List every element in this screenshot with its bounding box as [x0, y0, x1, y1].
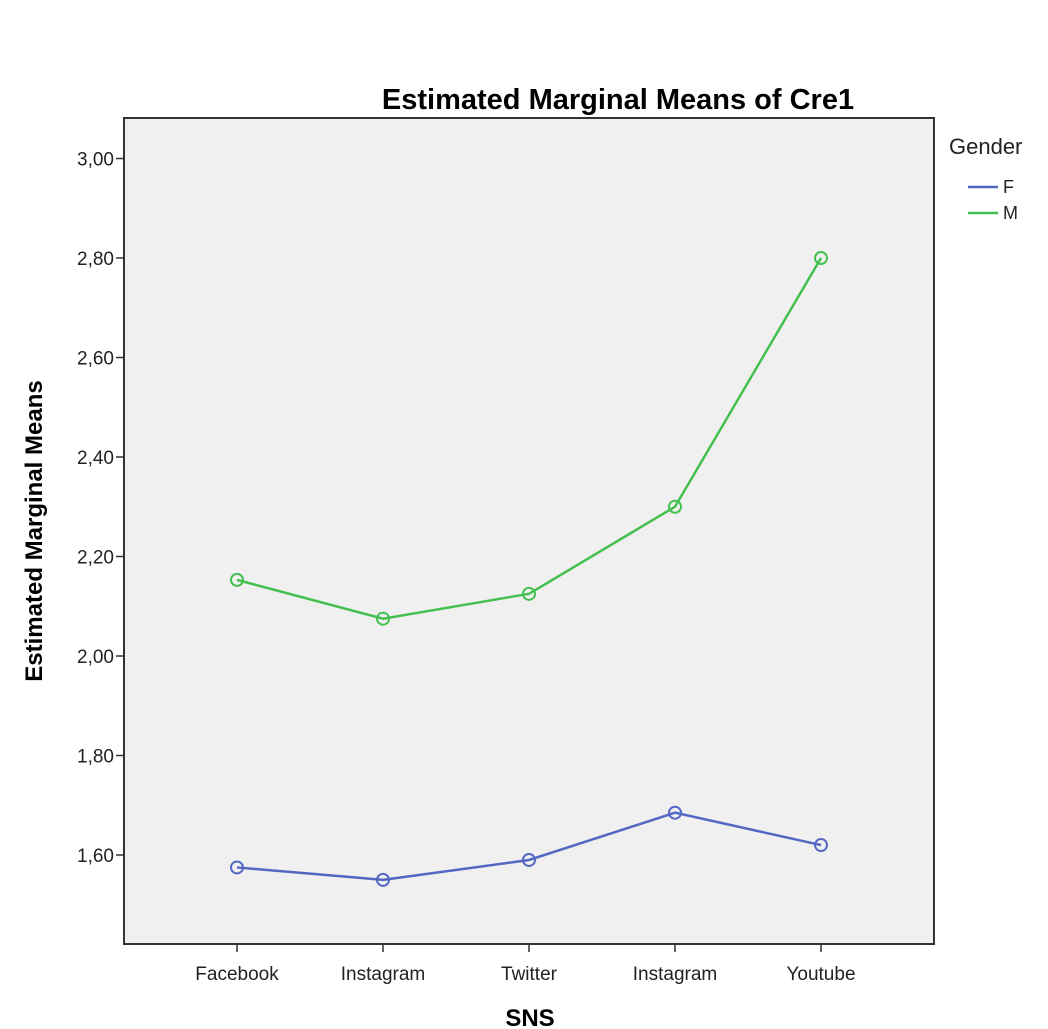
x-tick-label: Instagram: [633, 964, 717, 985]
data-point-m: [814, 251, 828, 265]
data-point-f: [814, 838, 828, 853]
x-tick-label: Instagram: [341, 964, 425, 985]
data-point-f: [230, 860, 244, 875]
x-tick-label: Twitter: [501, 964, 558, 985]
legend-title: Gender: [949, 134, 1022, 159]
legend-label-m: M: [1003, 203, 1018, 223]
data-point-f: [376, 872, 390, 887]
data-point-f: [668, 805, 682, 820]
y-tick-label: 1,80: [77, 747, 114, 768]
data-point-f: [522, 852, 536, 867]
x-tick-label: Facebook: [195, 964, 279, 985]
x-tick-label: Youtube: [786, 964, 855, 985]
data-point-m: [376, 611, 390, 626]
plot-area: [123, 117, 935, 945]
series-line-m: [236, 257, 823, 620]
legend: Gender FM: [949, 134, 1022, 223]
y-axis-title: Estimated Marginal Means: [21, 380, 48, 681]
series-layer: [230, 251, 828, 887]
series-line-f: [236, 811, 822, 882]
y-tick-label: 2,20: [77, 548, 114, 569]
y-axis: 1,60 1,80 2,00 2,20 2,40 2,60 2,80 3,00: [77, 150, 124, 867]
x-axis: Facebook Instagram Twitter Instagram Youtube: [195, 944, 856, 985]
chart-title: Estimated Marginal Means of Cre1: [382, 84, 854, 116]
y-tick-label: 1,60: [77, 846, 114, 867]
y-tick-label: 3,00: [77, 150, 114, 171]
y-tick-label: 2,80: [77, 249, 114, 270]
y-tick-label: 2,40: [77, 448, 114, 469]
data-point-m: [522, 586, 536, 601]
x-axis-title: SNS: [505, 1005, 554, 1029]
data-point-m: [230, 572, 244, 587]
data-point-m: [668, 499, 682, 514]
legend-label-f: F: [1003, 177, 1014, 197]
y-tick-label: 2,60: [77, 349, 114, 370]
y-tick-label: 2,00: [77, 647, 114, 668]
